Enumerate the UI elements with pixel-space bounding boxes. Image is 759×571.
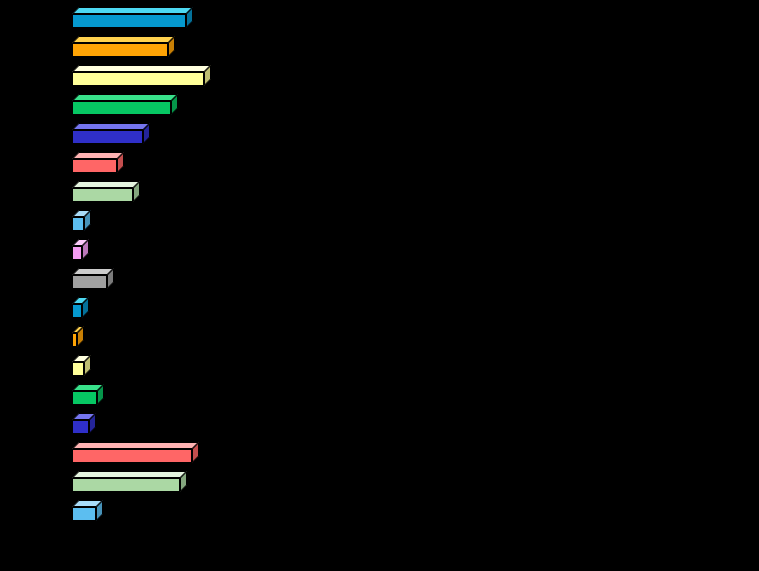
bar-2-orange	[72, 36, 175, 57]
bar-front-face	[72, 275, 107, 289]
bar-12-orange	[72, 326, 84, 347]
bar-15-indigo	[72, 413, 96, 434]
bar-top-face	[72, 36, 175, 43]
bar-front-face	[72, 478, 180, 492]
bar-3-light-yellow	[72, 65, 211, 86]
bar-top-face	[72, 94, 178, 101]
bar-4-green	[72, 94, 178, 115]
bar-11-blue	[72, 297, 89, 318]
bar-7-pale-green	[72, 181, 140, 202]
bar-front-face	[72, 159, 117, 173]
bar-8-light-blue	[72, 210, 91, 231]
bar-6-salmon	[72, 152, 124, 173]
bar-front-face	[72, 130, 143, 144]
bar-top-face	[72, 65, 211, 72]
bar-16-salmon	[72, 442, 199, 463]
bar-front-face	[72, 101, 171, 115]
bar-18-light-blue	[72, 500, 103, 521]
bar-front-face	[72, 333, 77, 347]
bar-10-gray	[72, 268, 114, 289]
bar-top-face	[72, 442, 199, 449]
bar-9-orchid	[72, 239, 89, 260]
bar-front-face	[72, 217, 84, 231]
bar-front-face	[72, 72, 204, 86]
bar-1-blue	[72, 7, 193, 28]
bar-5-indigo	[72, 123, 150, 144]
bar-front-face	[72, 188, 133, 202]
bar-front-face	[72, 449, 192, 463]
bar-front-face	[72, 246, 82, 260]
bar-top-face	[72, 7, 193, 14]
bar-front-face	[72, 304, 82, 318]
bar-top-face	[72, 123, 150, 130]
bar-front-face	[72, 420, 89, 434]
bar-front-face	[72, 507, 96, 521]
bar-14-green	[72, 384, 104, 405]
bar-front-face	[72, 391, 97, 405]
bar-front-face	[72, 14, 186, 28]
bar-top-face	[72, 181, 140, 188]
bar-front-face	[72, 362, 84, 376]
bar-top-face	[72, 471, 187, 478]
bar-front-face	[72, 43, 168, 57]
bar-17-pale-green	[72, 471, 187, 492]
bar-13-light-yellow	[72, 355, 91, 376]
